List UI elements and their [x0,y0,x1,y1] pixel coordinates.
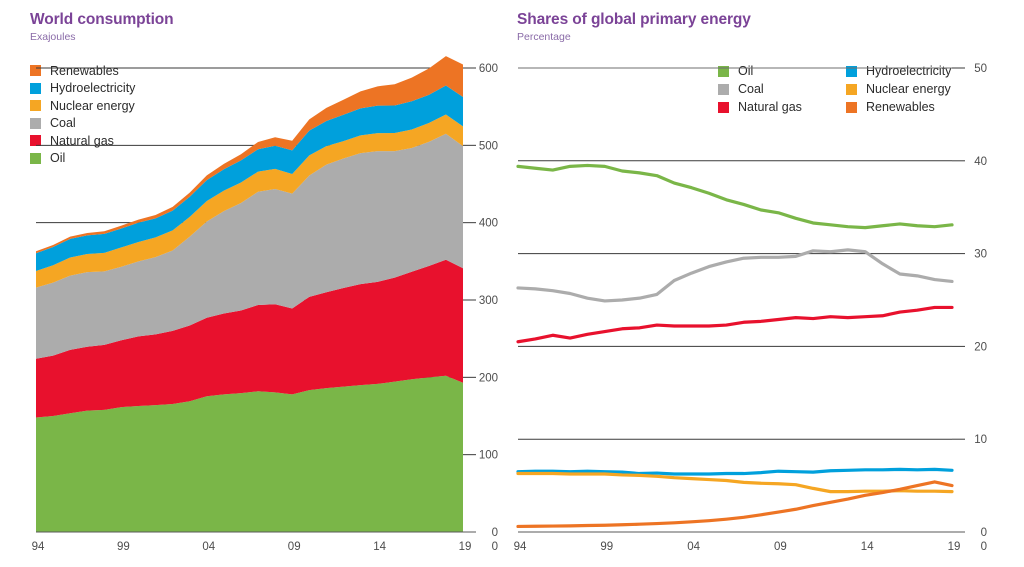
area-bands [36,56,463,532]
xtick-label-19: 19 [459,541,472,553]
ytick-label-10: 10 [974,434,987,446]
legend-item-renewables[interactable]: Renewables [30,62,135,80]
ytick-label-100: 100 [479,450,498,462]
legend-swatch-icon [30,135,41,147]
xtick-label-14: 14 [373,541,386,553]
legend-swatch-icon [846,101,857,113]
xtick-label-14: 14 [861,541,874,553]
shares-panel: Shares of global primary energy Percenta… [502,0,1024,567]
xtick-label-09: 09 [288,541,301,553]
line-coal [516,248,954,303]
ytick-label-0: 0 [492,527,498,539]
legend-item-renewables[interactable]: Renewables [846,98,974,116]
legend-item-oil[interactable]: Oil [30,150,135,168]
ytick-label-0: 0 [981,541,987,553]
ytick-label-40: 40 [974,156,987,168]
ytick-label-30: 30 [974,249,987,261]
legend-item-coal[interactable]: Coal [718,80,846,98]
xtick-label-04: 04 [202,541,215,553]
legend-item-hydroelectricity[interactable]: Hydroelectricity [30,80,135,98]
legend-item-nuclear-energy[interactable]: Nuclear energy [30,97,135,115]
xtick-label-94: 94 [514,541,527,553]
ytick-label-0: 0 [981,527,987,539]
legend-swatch-icon [718,101,729,113]
ytick-label-20: 20 [974,341,987,353]
legend-item-natural-gas[interactable]: Natural gas [30,132,135,150]
line-series [516,163,954,529]
ytick-label-500: 500 [479,140,498,152]
xtick-label-04: 04 [687,541,700,553]
line-renewables [516,480,954,529]
legend-swatch-icon [30,100,41,112]
line-hydroelectricity [516,467,954,476]
legend-item-label: Renewables [866,99,935,114]
page-title-left: World consumption [30,11,174,28]
xtick-label-99: 99 [117,541,130,553]
area-band-hydroelectricity [36,85,463,272]
area-band-renewables [36,56,463,254]
legend-item-label: Nuclear energy [50,98,135,113]
world-consumption-chart: 0 100 200 300 400 500 600 94 99 04 09 14 19 0 [32,56,498,553]
legend-item-label: Coal [50,116,76,130]
legend-item-label: Natural gas [738,99,802,114]
gridlines-right [518,67,952,440]
legend-item-label: Natural gas [50,133,114,148]
axis-left: 0 100 200 300 400 500 600 94 99 04 09 14 19 0 [32,63,498,553]
area-band-oil [36,375,463,532]
xtick-label-99: 99 [600,541,613,553]
xtick-label-19: 19 [948,541,961,553]
legend-swatch-icon [846,65,857,77]
ytick-label-400: 400 [479,218,498,230]
page-subtitle-left: Exajoules [30,31,76,43]
page-subtitle-right: Percentage [517,31,571,43]
area-band-nuclear-energy [36,114,463,288]
area-band-coal [36,133,463,359]
legend-swatch-icon [30,117,41,129]
ytick-label-0: 0 [492,541,498,553]
legend-swatch-icon [30,82,41,94]
line-oil [516,163,954,230]
legend-swatch-icon [30,152,41,164]
ytick-label-200: 200 [479,372,498,384]
xtick-label-94: 94 [32,541,45,553]
world-consumption-panel: World consumption Exajoules Renewables Hy… [0,0,502,567]
legend-item-label: Coal [738,81,764,96]
ytick-label-50: 50 [974,63,987,75]
xtick-label-09: 09 [774,541,787,553]
legend-swatch-icon [718,83,729,95]
legend-item-coal[interactable]: Coal [30,115,135,133]
legend-item-label: Oil [50,151,66,165]
ytick-label-600: 600 [479,63,498,75]
axis-right: 0 10 20 30 40 50 94 99 04 09 14 19 0 [514,63,987,553]
line-natural-gas [516,305,954,344]
legend-item-label: Nuclear energy [866,81,951,96]
legend-item-nuclear-energy[interactable]: Nuclear energy [846,80,974,98]
legend-world-consumption: Renewables Hydroelectricity Nuclear energy… [30,62,135,167]
page-title-right: Shares of global primary energy [517,11,751,28]
legend-swatch-icon [846,83,857,95]
legend-item-label: Renewables [50,63,119,78]
line-nuclear-energy [516,471,954,494]
legend-swatch-icon [718,65,729,77]
ytick-label-300: 300 [479,295,498,307]
legend-swatch-icon [30,65,41,77]
legend-item-natural-gas[interactable]: Natural gas [718,98,846,116]
area-band-natural-gas [36,259,463,418]
legend-item-label: Hydroelectricity [50,81,136,95]
